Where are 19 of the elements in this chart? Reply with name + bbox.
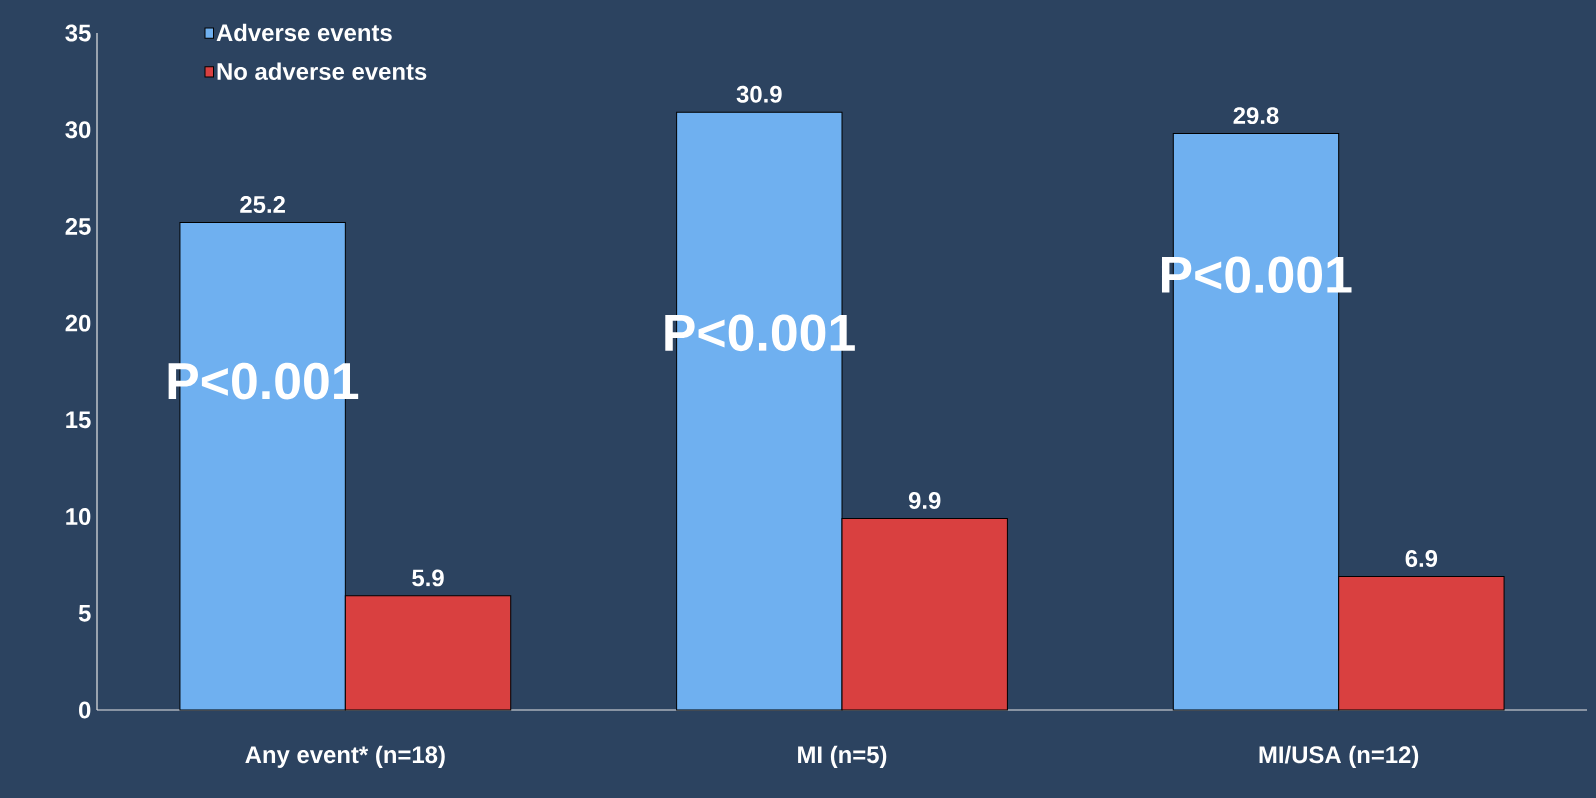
data-label: 25.2 xyxy=(240,196,285,214)
x-tick-label: MI (n=5) xyxy=(798,745,887,768)
y-tick-label: 35 xyxy=(65,24,91,42)
legend-label: Adverse events xyxy=(216,23,392,42)
x-tick-label: Any event* (n=18) xyxy=(245,745,445,768)
data-label: 5.9 xyxy=(412,569,444,587)
data-label: 9.9 xyxy=(908,492,941,509)
data-label: 29.8 xyxy=(1233,107,1279,125)
y-tick-label: 15 xyxy=(66,411,91,429)
y-tick-label: 0 xyxy=(79,701,91,719)
x-tick-label: MI/USA (n=12) xyxy=(1259,745,1419,768)
y-tick-label: 20 xyxy=(65,314,91,332)
data-label: 30.9 xyxy=(736,85,782,103)
y-tick-label: 5 xyxy=(78,604,91,622)
data-label: 6.9 xyxy=(1405,550,1438,568)
legend-label: No adverse events xyxy=(217,62,427,80)
y-tick-label: 10 xyxy=(66,508,91,526)
y-tick-label: 30 xyxy=(65,121,91,139)
y-tick-label: 25 xyxy=(65,217,91,235)
